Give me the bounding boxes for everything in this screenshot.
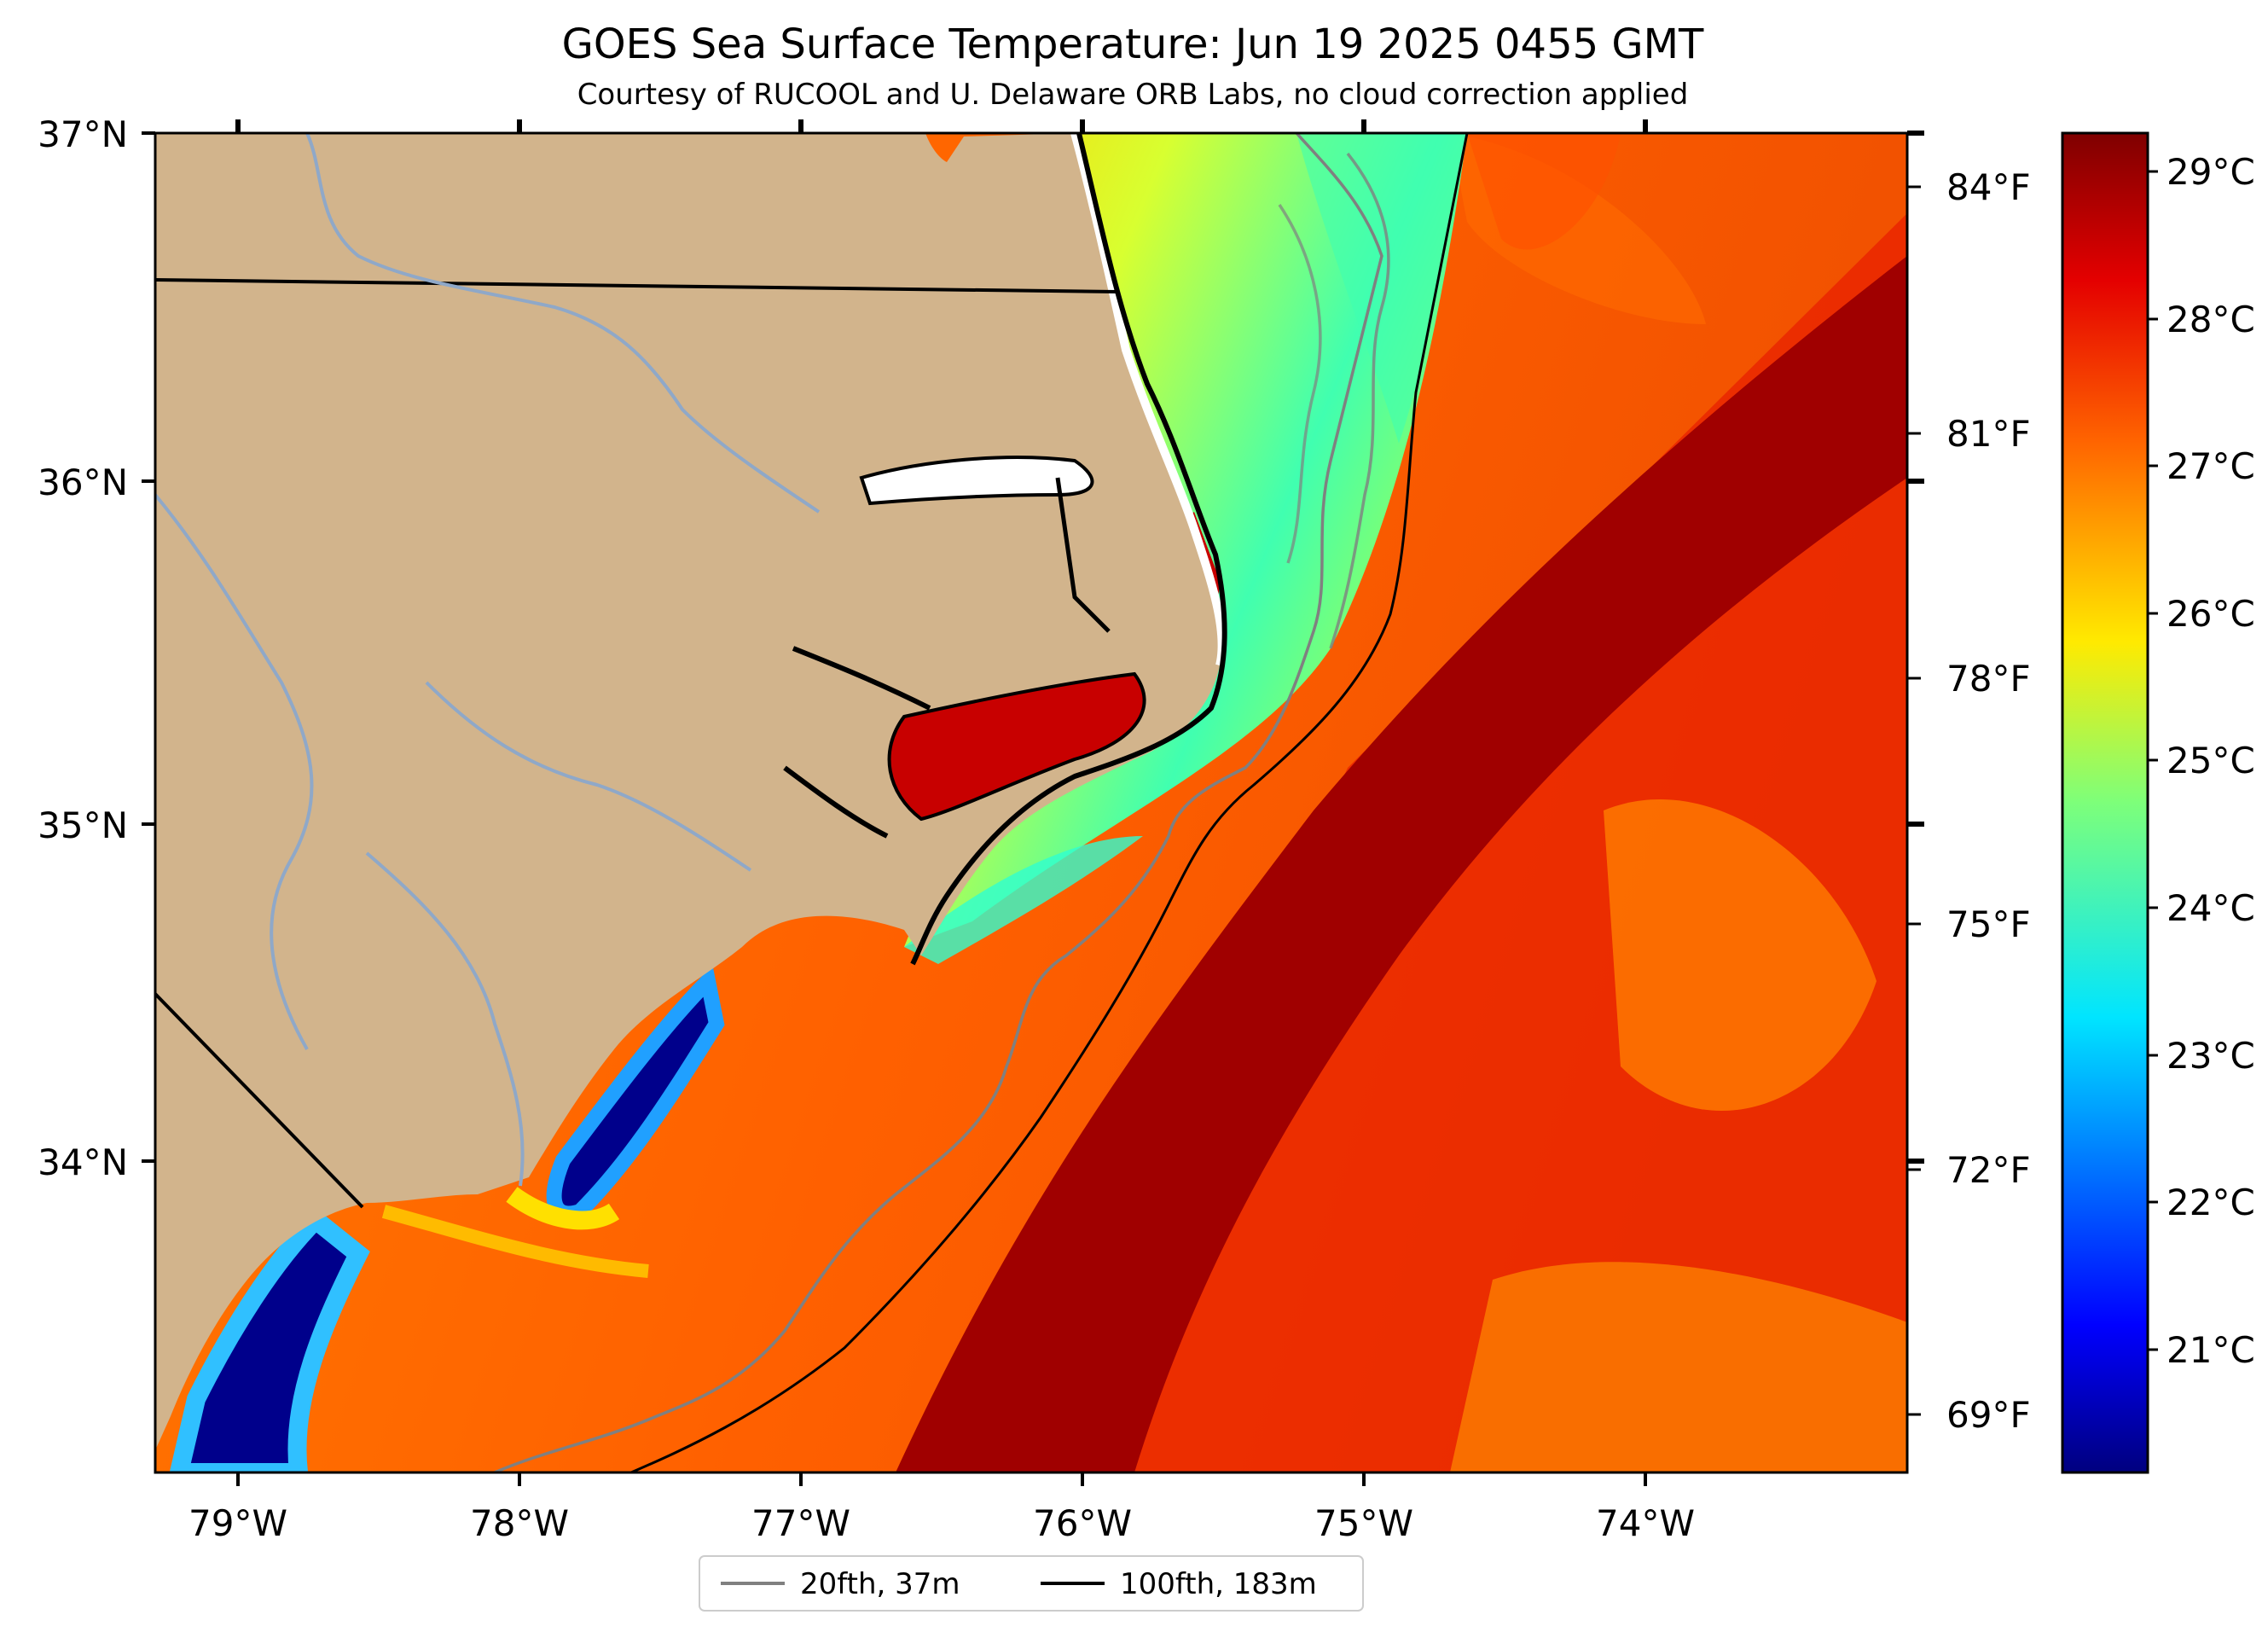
legend-label-20fth: 20fth, 37m <box>800 1567 960 1601</box>
rivers <box>155 133 821 1187</box>
figure-subtitle: Courtesy of RUCOOL and U. Delaware ORB L… <box>577 78 1689 112</box>
colorbar-label: 28°C <box>2166 299 2255 340</box>
f-label: 81°F <box>1946 413 2031 455</box>
colorbar-label: 25°C <box>2166 740 2255 781</box>
f-label: 69°F <box>1946 1394 2031 1436</box>
isobath-20fth <box>494 133 1390 1472</box>
lat-label: 34°N <box>38 1141 128 1183</box>
map-frame <box>154 131 1909 1474</box>
lon-label: 77°W <box>751 1502 850 1544</box>
f-label: 72°F <box>1946 1149 2031 1191</box>
lat-label: 35°N <box>38 804 128 846</box>
colorbar-gradient <box>2061 131 2149 1474</box>
isobath-100fth <box>630 133 1469 1472</box>
lon-label: 76°W <box>1033 1502 1132 1544</box>
nc-sc-border <box>155 992 364 1209</box>
sst-map <box>155 133 1907 1472</box>
colorbar-label: 23°C <box>2166 1035 2255 1077</box>
colorbar-label: 22°C <box>2166 1182 2255 1223</box>
lon-label: 79°W <box>189 1502 287 1544</box>
longitude-labels: 79°W 78°W 77°W 76°W 75°W 74°W <box>189 1502 1695 1544</box>
fahrenheit-labels: 84°F 81°F 78°F 75°F 72°F 69°F <box>1946 166 2031 1436</box>
gulf-stream-core <box>896 256 1907 1472</box>
colorbar-label: 27°C <box>2166 445 2255 487</box>
lat-label: 37°N <box>38 113 128 155</box>
f-label: 78°F <box>1946 658 2031 700</box>
f-label: 84°F <box>1946 166 2031 208</box>
legend-box <box>699 1555 1364 1612</box>
colorbar-label: 29°C <box>2166 151 2255 193</box>
legend: 20fth, 37m 100fth, 183m <box>699 1555 1364 1612</box>
lat-label: 36°N <box>38 462 128 503</box>
colorbar-label: 21°C <box>2166 1329 2255 1371</box>
outer-banks <box>910 133 1227 966</box>
colorbar: 29°C 28°C 27°C 26°C 25°C 24°C 23°C 22°C … <box>2061 131 2255 1474</box>
axis-ticks <box>142 119 1924 1486</box>
latitude-labels: 37°N 36°N 35°N 34°N <box>38 113 128 1183</box>
colorbar-label: 26°C <box>2166 593 2255 635</box>
f-label: 75°F <box>1946 903 2031 945</box>
lon-label: 75°W <box>1314 1502 1413 1544</box>
colorbar-label: 24°C <box>2166 887 2255 929</box>
nc-va-border <box>155 278 1118 293</box>
legend-label-100fth: 100fth, 183m <box>1120 1567 1317 1601</box>
lon-label: 74°W <box>1596 1502 1695 1544</box>
lon-label: 78°W <box>470 1502 569 1544</box>
figure-title: GOES Sea Surface Temperature: Jun 19 202… <box>562 20 1704 68</box>
